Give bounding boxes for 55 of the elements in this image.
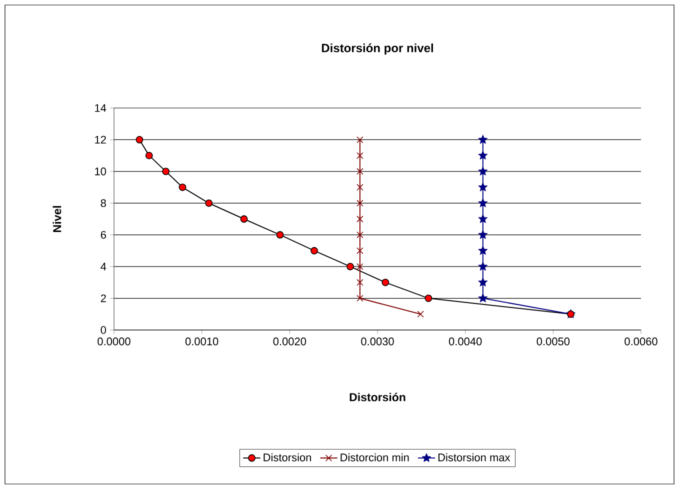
point xyxy=(356,263,364,270)
point xyxy=(478,262,488,270)
x-tick-label: 0.0040 xyxy=(448,338,482,346)
x-tick-label: 0.0050 xyxy=(536,338,570,346)
y-tick-label: 6 xyxy=(100,230,106,239)
x-tick-label: 0.0000 xyxy=(98,338,130,346)
x-tick-label: 0.0010 xyxy=(185,338,218,346)
point xyxy=(417,310,424,318)
point xyxy=(478,214,488,223)
point xyxy=(478,182,488,192)
point xyxy=(136,136,144,144)
point xyxy=(356,247,364,254)
point xyxy=(205,199,213,207)
point xyxy=(356,294,364,302)
point xyxy=(478,166,488,176)
legend-label: Distorsion max xyxy=(438,453,510,462)
x-tick-label: 0.0030 xyxy=(361,338,394,346)
y-tick-label: 10 xyxy=(95,168,106,176)
point xyxy=(276,231,284,239)
y-tick-label: 4 xyxy=(100,262,106,270)
point xyxy=(356,136,364,144)
point xyxy=(356,200,364,207)
legend-label: Distorsion xyxy=(264,453,311,462)
point xyxy=(478,278,488,286)
point xyxy=(382,278,390,286)
point xyxy=(356,279,364,286)
y-tick-label: 0 xyxy=(100,326,106,334)
legend-label: Distorcion min xyxy=(340,453,409,462)
x-tick-label: 0.0020 xyxy=(273,338,306,346)
point xyxy=(178,184,186,191)
point xyxy=(346,262,354,270)
point xyxy=(356,231,364,238)
point xyxy=(478,230,488,239)
y-tick-label: 12 xyxy=(95,136,106,144)
point xyxy=(356,184,364,191)
y-axis-title: Nivel xyxy=(52,206,62,232)
point xyxy=(310,247,318,254)
point xyxy=(478,294,488,302)
point xyxy=(356,216,364,222)
point xyxy=(356,168,364,175)
x-tick-label: 0.0060 xyxy=(624,338,658,346)
point xyxy=(424,294,432,302)
y-tick-label: 2 xyxy=(100,294,106,302)
point xyxy=(478,246,488,255)
point xyxy=(145,152,153,160)
point xyxy=(478,135,488,144)
point xyxy=(478,198,488,207)
x-axis-title: Distorsión xyxy=(350,392,406,402)
point xyxy=(356,152,364,159)
y-tick-label: 8 xyxy=(100,199,106,208)
point xyxy=(478,150,488,160)
point xyxy=(162,168,170,176)
chart-title: Distorsión por nivel xyxy=(322,43,433,55)
y-tick-label: 14 xyxy=(95,104,106,112)
point xyxy=(240,215,248,223)
